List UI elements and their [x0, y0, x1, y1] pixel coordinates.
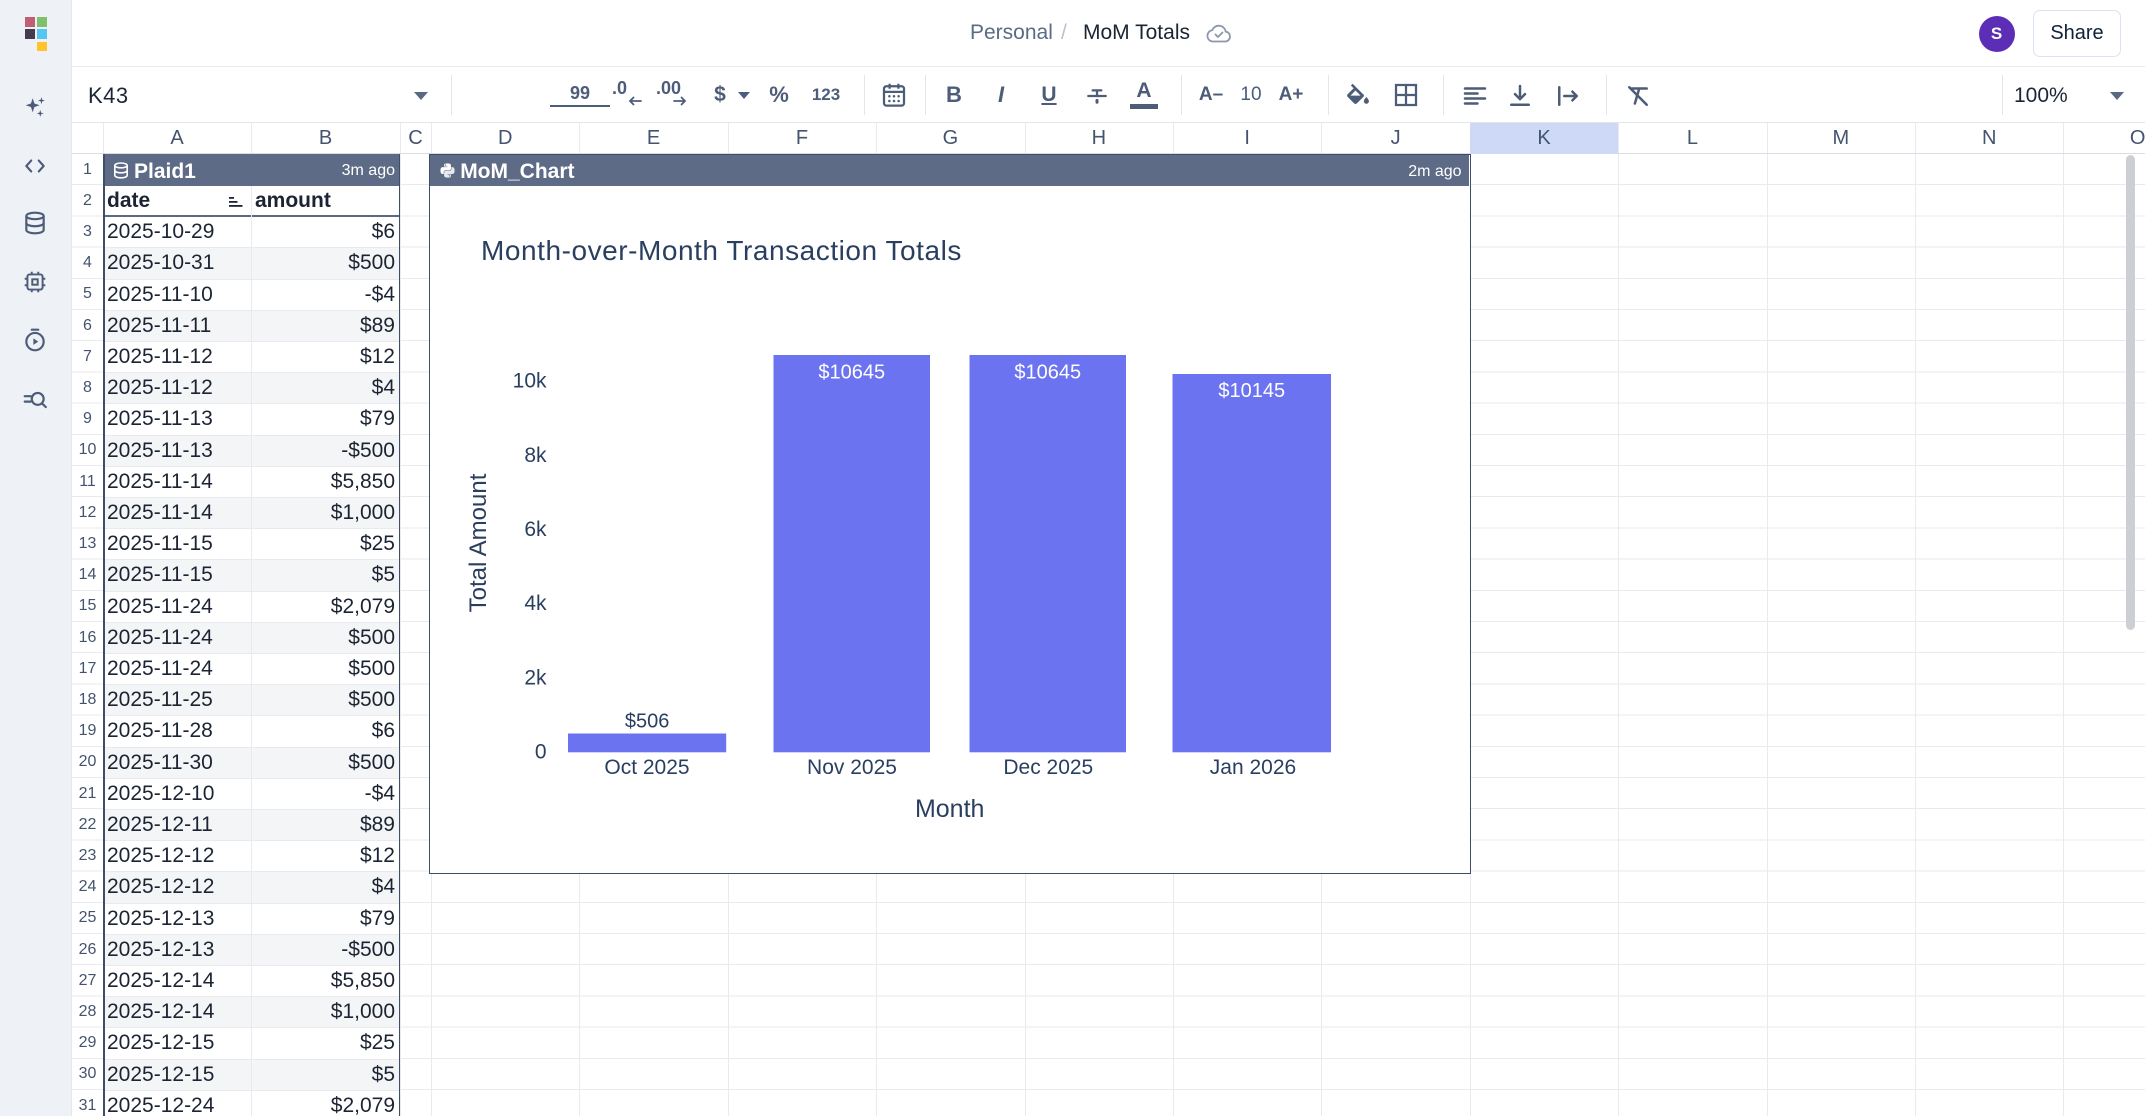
svg-text:Dec 2025: Dec 2025	[1003, 756, 1093, 779]
svg-text:Oct 2025: Oct 2025	[604, 756, 689, 779]
svg-text:Jan 2026: Jan 2026	[1210, 756, 1296, 779]
svg-text:8k: 8k	[524, 444, 547, 467]
svg-text:6k: 6k	[524, 518, 547, 541]
svg-text:4k: 4k	[524, 592, 547, 615]
svg-text:0: 0	[535, 741, 547, 764]
svg-text:$10645: $10645	[818, 362, 885, 384]
svg-text:10k: 10k	[513, 370, 547, 393]
svg-text:Nov 2025: Nov 2025	[807, 756, 897, 779]
svg-text:$506: $506	[625, 711, 670, 733]
svg-text:Month-over-Month Transaction T: Month-over-Month Transaction Totals	[481, 235, 962, 266]
svg-text:2k: 2k	[524, 667, 547, 690]
svg-text:$10645: $10645	[1014, 362, 1081, 384]
svg-text:$10145: $10145	[1218, 380, 1285, 402]
svg-text:Total Amount: Total Amount	[465, 473, 492, 612]
svg-text:Month: Month	[915, 795, 984, 823]
